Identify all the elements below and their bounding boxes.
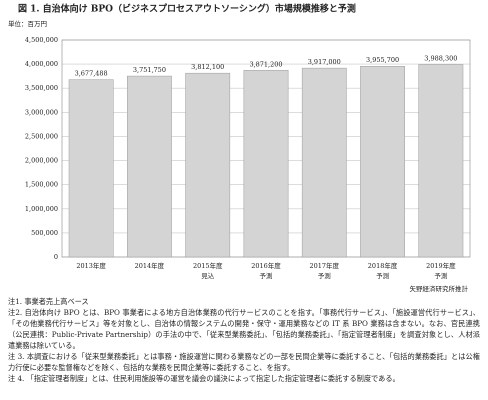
x-tick-sublabel: 予測 xyxy=(318,271,331,280)
value-label: 3,677,488 xyxy=(75,70,108,78)
bar xyxy=(68,79,114,258)
x-tick-label: 2016年度 xyxy=(251,261,281,270)
value-label: 3,988,300 xyxy=(424,55,457,63)
y-tick-label: 1,000,000 xyxy=(25,205,58,213)
value-label: 3,871,200 xyxy=(249,60,282,68)
bar xyxy=(301,67,347,258)
y-tick-label: 3,500,000 xyxy=(25,84,58,92)
chart: 図 1. 自治体向け BPO（ビジネスプロセスアウトソーシング）市場規模推移と予… xyxy=(8,3,471,293)
x-tick-sublabel: 予測 xyxy=(434,271,447,280)
y-tick-label: 1,500,000 xyxy=(25,181,58,189)
x-tick-label: 2018年度 xyxy=(368,261,398,270)
note: 注1. 事業者売上高ベース xyxy=(8,297,89,306)
value-label: 3,751,750 xyxy=(133,66,166,74)
bar xyxy=(418,64,464,258)
x-tick-sublabel: 予測 xyxy=(376,271,389,280)
y-tick-label: 3,000,000 xyxy=(25,108,58,116)
note: 注 3. 本調査における「従来型業務委託」とは事務・施設運営に関わる業務などの一… xyxy=(8,352,480,372)
x-tick-sublabel: 見込 xyxy=(201,271,215,280)
y-tick-label: 500,000 xyxy=(31,229,58,237)
x-tick-label: 2013年度 xyxy=(76,261,106,270)
notes: 注1. 事業者売上高ベース注2. 自治体向け BPO とは、BPO 事業者による… xyxy=(8,296,480,384)
bar xyxy=(127,75,172,258)
x-tick-label: 2015年度 xyxy=(193,261,223,270)
source: 矢野経済研究所推計 xyxy=(410,284,469,293)
bar xyxy=(185,72,231,258)
note: 注2. 自治体向け BPO とは、BPO 事業者による地方自治体業務の代行サービ… xyxy=(8,308,480,350)
y-tick-label: 4,000,000 xyxy=(25,60,58,68)
unit-label: 単位：百万円 xyxy=(8,19,47,28)
x-tick-label: 2017年度 xyxy=(310,261,340,270)
x-tick-label: 2019年度 xyxy=(426,261,456,270)
note: 注 4. 「指定管理者制度」とは、住民利用施設等の運営を議会の議決によって指定し… xyxy=(8,374,400,383)
x-tick-sublabel: 予測 xyxy=(260,271,273,280)
chart-title: 図 1. 自治体向け BPO（ビジネスプロセスアウトソーシング）市場規模推移と予… xyxy=(18,3,356,15)
value-label: 3,917,000 xyxy=(308,58,341,66)
y-tick-label: 2,000,000 xyxy=(25,157,58,165)
x-tick-label: 2014年度 xyxy=(135,261,165,270)
value-label: 3,812,100 xyxy=(191,63,224,71)
value-label: 3,955,700 xyxy=(366,56,399,64)
bar xyxy=(360,65,405,258)
y-tick-label: 2,500,000 xyxy=(25,132,58,140)
y-tick-label: 4,500,000 xyxy=(25,36,58,44)
y-tick-label: 0 xyxy=(54,253,58,261)
bar xyxy=(243,70,289,258)
